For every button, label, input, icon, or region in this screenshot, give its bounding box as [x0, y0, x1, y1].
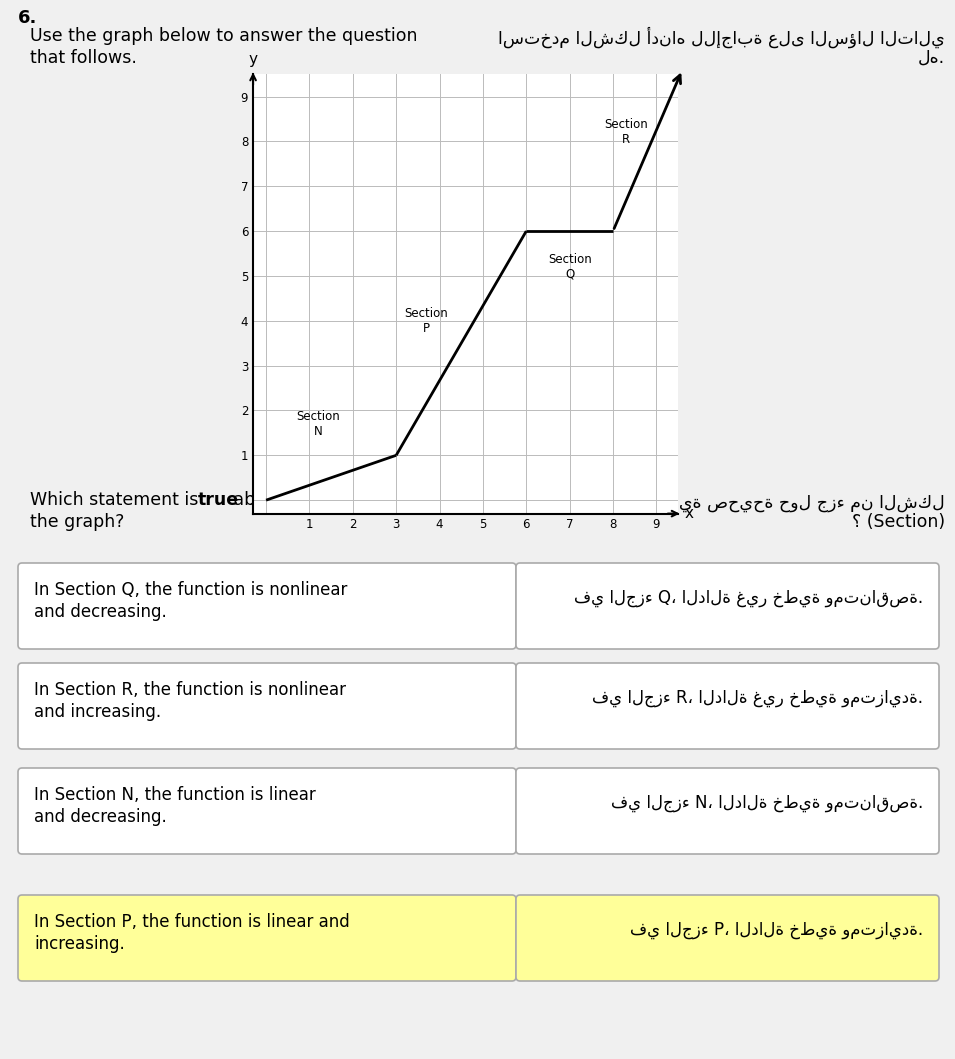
Text: the graph?: the graph?	[30, 513, 124, 531]
Text: increasing.: increasing.	[34, 935, 125, 953]
FancyBboxPatch shape	[516, 563, 939, 649]
FancyBboxPatch shape	[18, 895, 516, 981]
Text: Section
R: Section R	[605, 119, 647, 146]
FancyBboxPatch shape	[516, 663, 939, 749]
Text: استخدم الشكل أدناه للإجابة على السؤال التالي: استخدم الشكل أدناه للإجابة على السؤال ال…	[499, 26, 945, 49]
Text: In Section P, the function is linear and: In Section P, the function is linear and	[34, 913, 350, 931]
Text: Section
P: Section P	[405, 307, 449, 335]
Text: Use the graph below to answer the question: Use the graph below to answer the questi…	[30, 26, 417, 44]
Text: about a section of: about a section of	[228, 491, 391, 509]
Text: في الجزء N، الدالة خطية ومتناقصة.: في الجزء N، الدالة خطية ومتناقصة.	[611, 794, 923, 812]
Text: في الجزء P، الدالة خطية ومتزايدة.: في الجزء P، الدالة خطية ومتزايدة.	[630, 921, 923, 939]
FancyBboxPatch shape	[18, 563, 516, 649]
Text: that follows.: that follows.	[30, 49, 137, 67]
Text: x: x	[685, 506, 693, 521]
FancyBboxPatch shape	[516, 895, 939, 981]
FancyBboxPatch shape	[18, 663, 516, 749]
FancyBboxPatch shape	[516, 768, 939, 854]
Text: In Section Q, the function is nonlinear: In Section Q, the function is nonlinear	[34, 581, 348, 599]
Text: and decreasing.: and decreasing.	[34, 808, 167, 826]
Text: في الجزء R، الدالة غير خطية ومتزايدة.: في الجزء R، الدالة غير خطية ومتزايدة.	[592, 689, 923, 707]
Text: true: true	[198, 491, 239, 509]
Text: In Section R, the function is nonlinear: In Section R, the function is nonlinear	[34, 681, 346, 699]
Text: له.: له.	[918, 49, 945, 67]
Text: في الجزء Q، الدالة غير خطية ومتناقصة.: في الجزء Q، الدالة غير خطية ومتناقصة.	[574, 589, 923, 607]
Text: Section
N: Section N	[296, 410, 340, 438]
Text: In Section N, the function is linear: In Section N, the function is linear	[34, 786, 316, 804]
Text: and increasing.: and increasing.	[34, 703, 161, 721]
Text: 6.: 6.	[18, 8, 37, 26]
Text: y: y	[248, 52, 258, 68]
Text: ؟ (Section): ؟ (Section)	[852, 513, 945, 531]
Text: Section
Q: Section Q	[548, 253, 591, 281]
Text: أي العبارات التالية صحيحة حول جزء من الشكل: أي العبارات التالية صحيحة حول جزء من الش…	[520, 491, 945, 513]
FancyBboxPatch shape	[18, 768, 516, 854]
Text: Which statement is: Which statement is	[30, 491, 203, 509]
Text: and decreasing.: and decreasing.	[34, 603, 167, 621]
